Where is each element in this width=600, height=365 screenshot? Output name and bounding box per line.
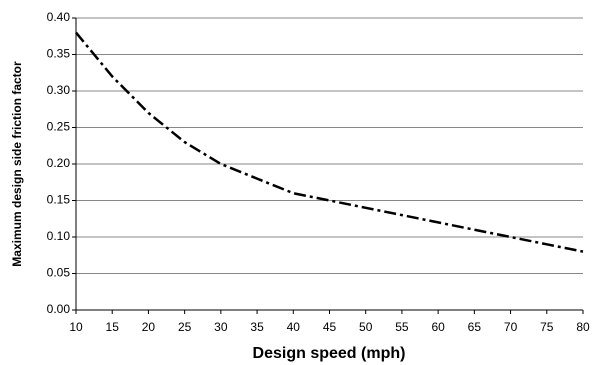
x-tick-label: 55	[395, 320, 409, 334]
y-tick-label: 0.35	[47, 47, 71, 61]
y-tick-label: 0.15	[47, 193, 71, 207]
x-tick-label: 75	[540, 320, 554, 334]
y-tick-label: 0.20	[47, 156, 71, 170]
x-tick-label: 70	[504, 320, 518, 334]
x-tick-label: 15	[106, 320, 120, 334]
x-tick-label: 65	[468, 320, 482, 334]
data-line	[75, 31, 584, 253]
y-tick-label: 0.00	[47, 302, 71, 316]
x-axis-title: Design speed (mph)	[253, 345, 406, 362]
x-tick-label: 35	[250, 320, 264, 334]
x-tick-label: 60	[431, 320, 445, 334]
x-tick-label: 10	[69, 320, 83, 334]
x-tick-label: 80	[576, 320, 590, 334]
x-tick-label: 25	[178, 320, 192, 334]
y-tick-label: 0.30	[47, 83, 71, 97]
y-tick-label: 0.40	[47, 10, 71, 24]
y-tick-label: 0.25	[47, 120, 71, 134]
x-tick-label: 45	[323, 320, 337, 334]
x-tick-label: 20	[142, 320, 156, 334]
y-tick-label: 0.10	[47, 229, 71, 243]
x-tick-label: 50	[359, 320, 373, 334]
y-tick-label: 0.05	[47, 266, 71, 280]
x-tick-label: 40	[287, 320, 301, 334]
x-tick-label: 30	[214, 320, 228, 334]
y-axis-title: Maximum design side friction factor	[10, 61, 24, 267]
